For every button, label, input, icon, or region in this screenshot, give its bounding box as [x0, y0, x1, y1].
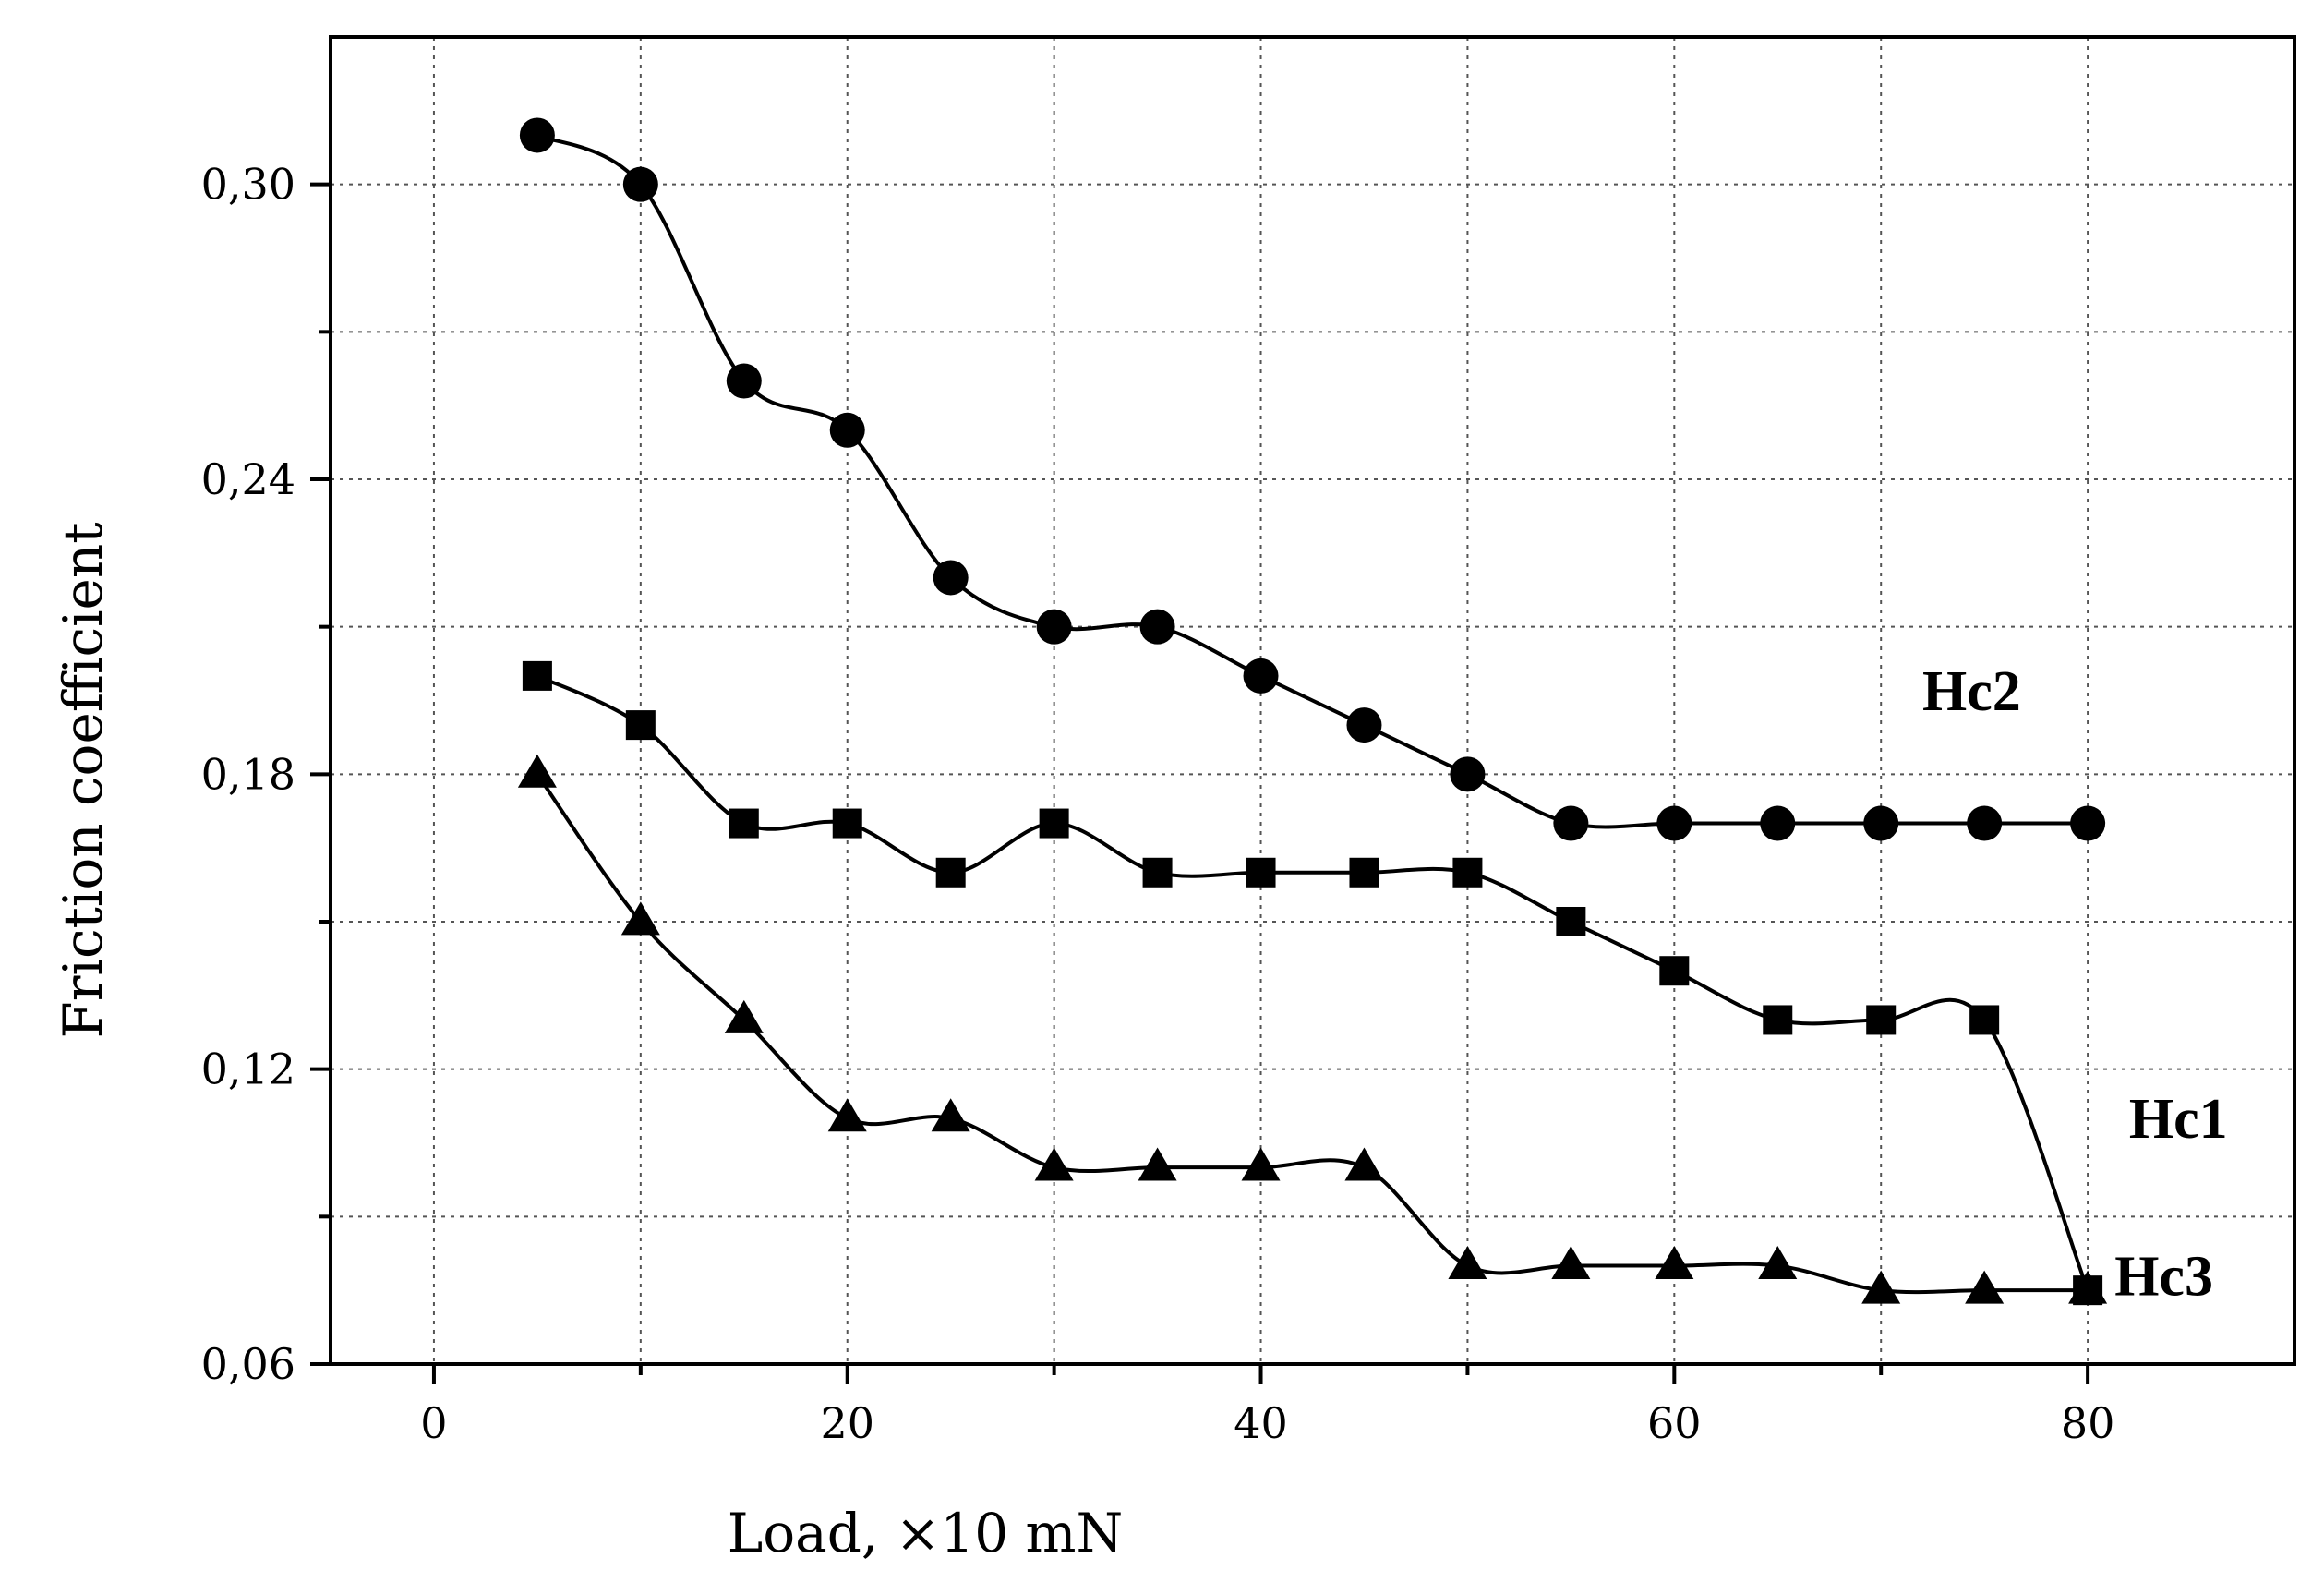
- data-point-hc3: [1861, 1270, 1901, 1304]
- data-point-hc1: [1556, 907, 1586, 936]
- data-point-hc2: [622, 166, 658, 202]
- data-point-hc2: [1036, 609, 1072, 645]
- data-point-hc1: [1763, 1005, 1793, 1035]
- data-point-hc3: [517, 754, 557, 788]
- data-point-hc3: [1965, 1270, 2005, 1304]
- data-point-hc2: [1243, 658, 1279, 694]
- data-point-hc1: [1452, 857, 1483, 888]
- data-point-hc1: [935, 857, 966, 888]
- data-point-hc2: [1553, 805, 1589, 841]
- plot-frame: [329, 35, 2296, 1366]
- axis-ticks: [310, 182, 2090, 1384]
- tick-labels: 0 20 40 60 80 0,06 0,12 0,18 0,24 0,30: [201, 160, 2115, 1448]
- data-point-hc3: [620, 901, 660, 936]
- series-line-hc2: [536, 133, 2089, 829]
- data-point-hc3: [724, 999, 764, 1033]
- data-point-hc1: [1866, 1005, 1897, 1035]
- series-label-hc1: Hc1: [2129, 1088, 2228, 1151]
- x-tick-label: 80: [2061, 1398, 2115, 1448]
- markers: [517, 117, 2108, 1306]
- y-tick-label: 0,24: [201, 454, 295, 504]
- grid-lines: [331, 37, 2294, 1364]
- data-point-hc2: [1967, 805, 2003, 841]
- series-line-hc3: [536, 773, 2089, 1295]
- series-line-hc1: [536, 674, 2089, 1291]
- data-point-hc3: [1448, 1245, 1487, 1279]
- data-point-hc2: [829, 412, 865, 448]
- data-point-hc2: [933, 560, 969, 596]
- data-point-hc2: [1656, 805, 1692, 841]
- series-label-hc3: Hc3: [2114, 1245, 2213, 1308]
- data-point-hc2: [519, 117, 555, 153]
- y-tick-label: 0,30: [201, 160, 295, 210]
- y-tick-label: 0,12: [201, 1045, 295, 1094]
- data-point-hc3: [931, 1098, 970, 1132]
- y-tick-label: 0,06: [201, 1339, 295, 1389]
- data-point-hc2: [726, 363, 762, 399]
- x-tick-label: 20: [820, 1398, 874, 1448]
- data-point-hc1: [1142, 857, 1173, 888]
- data-point-hc1: [832, 808, 862, 839]
- data-point-hc2: [1139, 609, 1175, 645]
- data-point-hc3: [1138, 1147, 1177, 1181]
- data-point-hc3: [1551, 1245, 1591, 1279]
- x-tick-label: 0: [420, 1398, 447, 1448]
- data-point-hc2: [1863, 805, 1899, 841]
- x-axis-label: Load, ×10 mN: [728, 1502, 1124, 1564]
- curves: [536, 133, 2089, 1295]
- data-point-hc1: [625, 710, 656, 741]
- data-point-hc3: [1655, 1245, 1694, 1279]
- data-point-hc3: [827, 1098, 867, 1132]
- data-point-hc2: [2070, 805, 2106, 841]
- series-labels: Hc2 Hc1 Hc3: [1922, 660, 2228, 1308]
- data-point-hc2: [1760, 805, 1796, 841]
- y-tick-label: 0,18: [201, 749, 295, 799]
- data-point-hc1: [1246, 857, 1276, 888]
- data-point-hc3: [2068, 1270, 2108, 1304]
- y-axis-label: Friction coefficient: [52, 522, 114, 1038]
- data-point-hc2: [1346, 707, 1382, 743]
- data-point-hc1: [1659, 956, 1690, 986]
- data-point-hc3: [1344, 1147, 1384, 1181]
- data-point-hc3: [1758, 1245, 1798, 1279]
- data-point-hc1: [522, 660, 552, 691]
- series-label-hc2: Hc2: [1922, 660, 2021, 723]
- data-point-hc2: [1450, 756, 1486, 792]
- data-point-hc1: [1969, 1005, 2000, 1035]
- data-point-hc3: [1034, 1147, 1074, 1181]
- data-point-hc3: [1241, 1147, 1281, 1181]
- x-tick-label: 60: [1647, 1398, 1702, 1448]
- x-tick-label: 40: [1234, 1398, 1288, 1448]
- data-point-hc1: [1039, 808, 1069, 839]
- data-point-hc1: [729, 808, 759, 839]
- data-point-hc1: [1349, 857, 1379, 888]
